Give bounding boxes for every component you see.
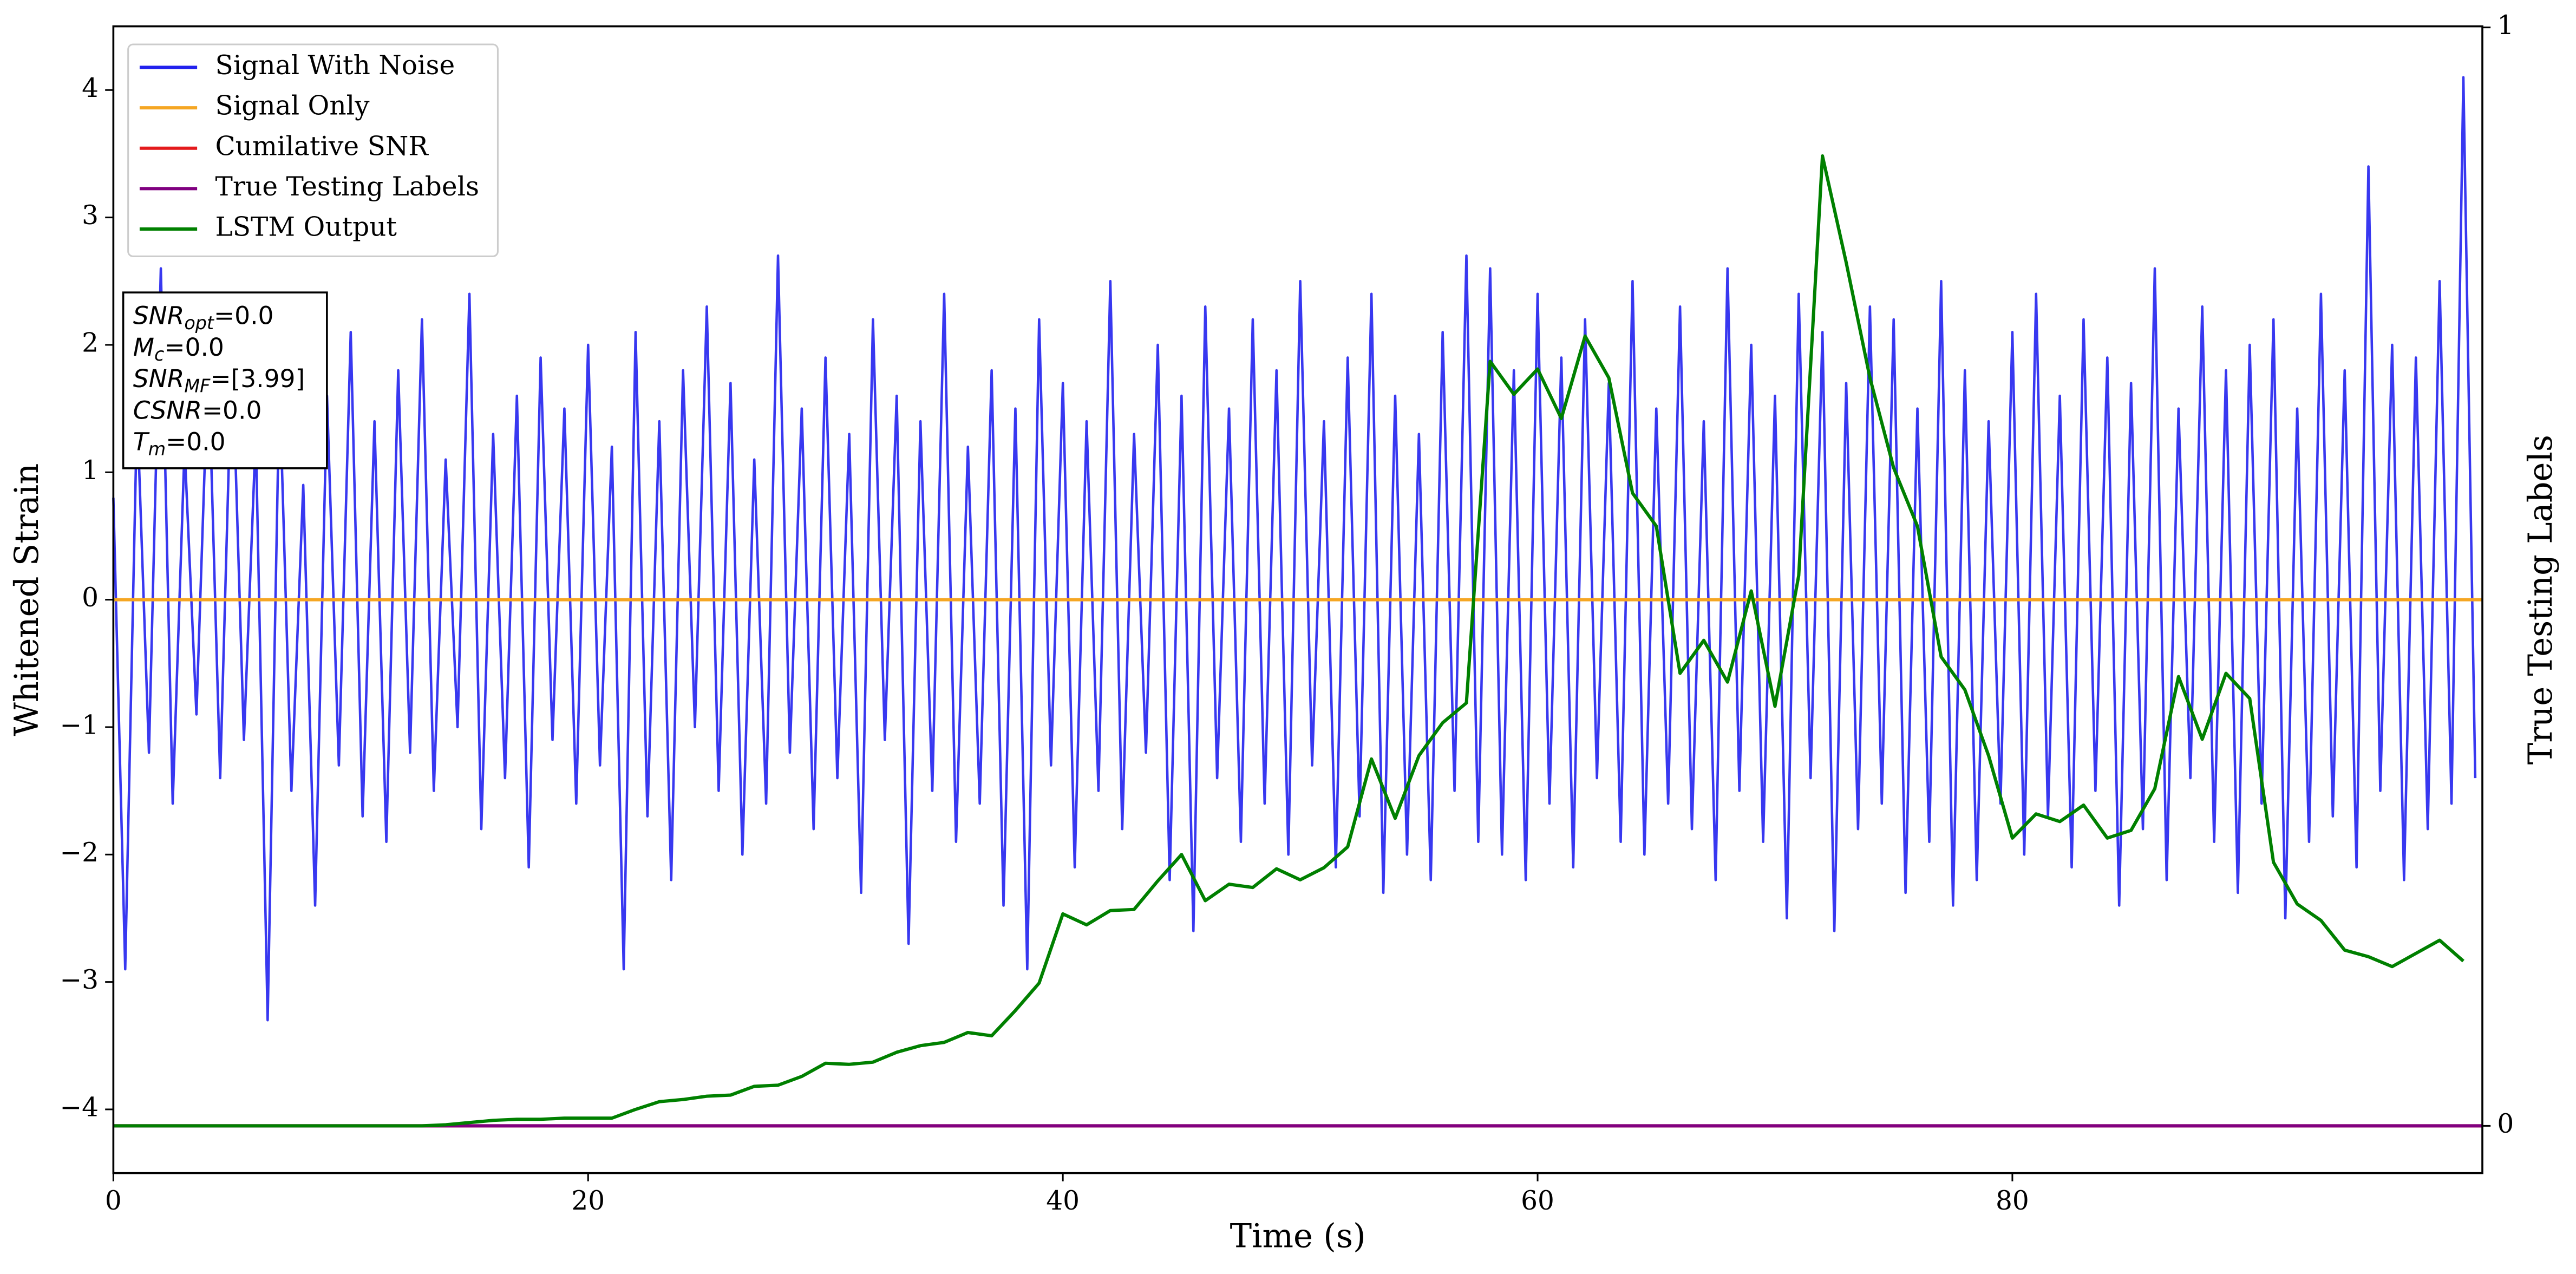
- x-tick-label: 80: [1996, 1186, 2029, 1216]
- annotation-text: =0.0: [202, 396, 261, 424]
- annotation-box: [122, 291, 328, 469]
- x-tick-label: 0: [105, 1186, 122, 1216]
- y-tick-label: −2: [60, 838, 99, 868]
- annotation-symbol: CSNR: [133, 396, 202, 424]
- annotation: SNRMF=[3.99]: [133, 364, 305, 396]
- legend-label: LSTM Output: [215, 212, 397, 243]
- y-tick-label: 1: [82, 455, 99, 486]
- y-tick-label: 2: [82, 328, 99, 358]
- annotation: Tm=0.0: [133, 427, 226, 459]
- annotation: Mc=0.0: [133, 332, 224, 364]
- legend-label: True Testing Labels: [215, 172, 480, 202]
- y2-tick-label: 0: [2497, 1109, 2514, 1139]
- annotation-text: =[3.99]: [210, 364, 305, 393]
- annotation-subscript: opt: [184, 312, 215, 333]
- legend-label: Cumilative SNR: [215, 131, 429, 161]
- y-tick-label: −4: [60, 1092, 99, 1122]
- annotation-text: =0.0: [214, 301, 273, 330]
- annotation: CSNR=0.0: [133, 396, 262, 424]
- annotation-subscript: MF: [184, 375, 211, 396]
- annotation-text: =0.0: [166, 427, 225, 456]
- y-tick-label: 0: [82, 583, 99, 613]
- y-tick-label: 3: [82, 200, 99, 231]
- legend-label: Signal With Noise: [215, 50, 455, 81]
- annotation-subscript: c: [154, 344, 164, 365]
- y2-tick-label: 1: [2497, 10, 2514, 41]
- annotation-text: =0.0: [164, 332, 224, 361]
- x-tick-label: 40: [1046, 1186, 1080, 1216]
- legend-label: Signal Only: [215, 91, 370, 121]
- y-axis-label: Whitened Strain: [8, 463, 46, 736]
- data-line: [113, 154, 2464, 1128]
- x-axis-label: Time (s): [1230, 1218, 1366, 1256]
- annotation-symbol: SNR: [133, 301, 185, 330]
- x-tick-label: 60: [1521, 1186, 1554, 1216]
- annotation-symbol: SNR: [133, 364, 185, 393]
- data-line: [112, 76, 2477, 1022]
- annotation: SNRopt=0.0: [133, 301, 274, 333]
- y-tick-label: −3: [60, 965, 99, 995]
- y-tick-label: −1: [60, 710, 99, 740]
- y-tick-label: 4: [82, 73, 99, 103]
- legend-box: [127, 43, 499, 257]
- annotation-symbol: M: [133, 332, 154, 361]
- annotation-symbol: T: [133, 427, 150, 456]
- y2-axis-label: True Testing Labels: [2522, 435, 2560, 765]
- x-tick-label: 20: [571, 1186, 605, 1216]
- annotation-subscript: m: [148, 438, 166, 459]
